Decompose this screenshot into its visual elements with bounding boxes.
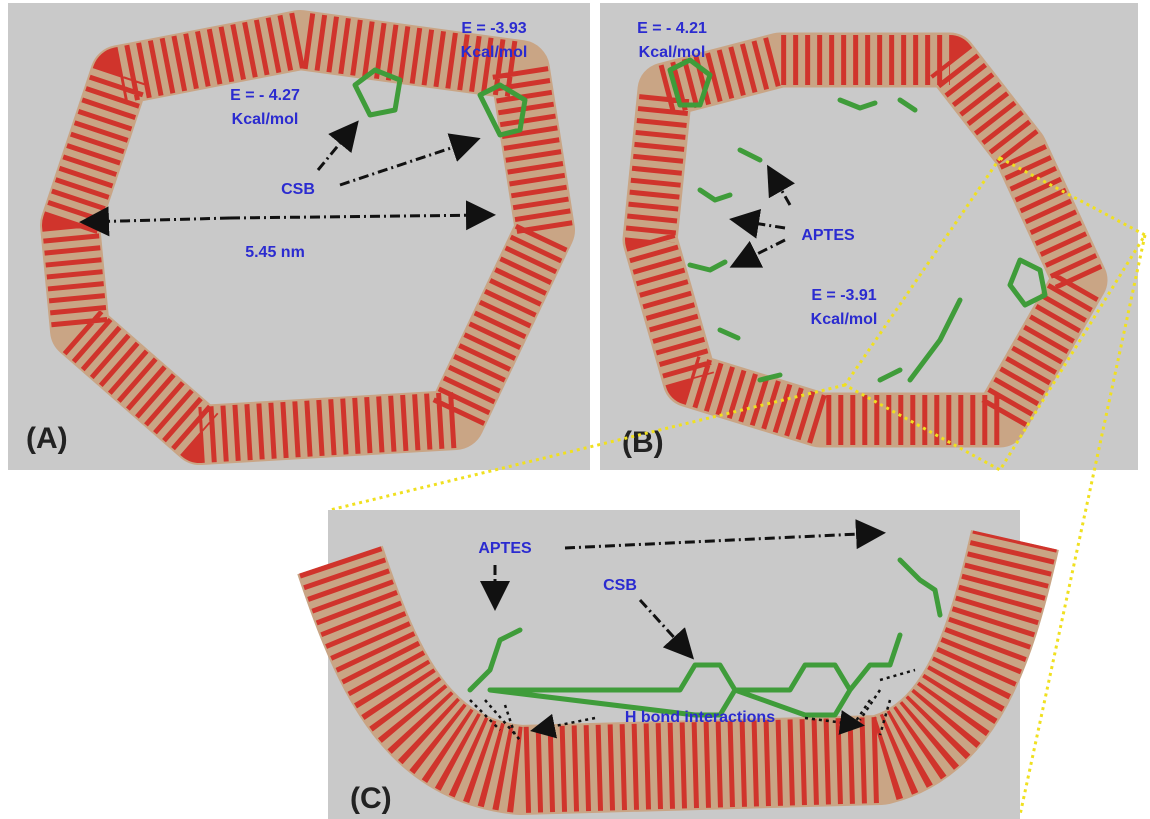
annotation: 5.45 nm bbox=[245, 244, 305, 261]
annotation: E = -3.93 bbox=[461, 20, 526, 37]
panel-label: (B) bbox=[622, 426, 664, 459]
annotation: APTES bbox=[801, 227, 855, 244]
panel-b: E = - 4.21 Kcal/mol APTES E = -3.91 Kcal… bbox=[600, 3, 1145, 470]
annotation: APTES bbox=[478, 540, 532, 557]
annotation: CSB bbox=[281, 181, 315, 198]
panel-label: (C) bbox=[350, 782, 392, 815]
panel-c: APTES CSB H bond interactions (C) bbox=[328, 510, 1020, 819]
annotation: E = - 4.27 bbox=[230, 87, 300, 104]
figure: E = -3.93 Kcal/mol E = - 4.27 Kcal/mol C… bbox=[0, 0, 1150, 819]
annotation: Kcal/mol bbox=[811, 311, 878, 328]
annotation: Kcal/mol bbox=[639, 44, 706, 61]
annotation: H bond interactions bbox=[625, 709, 775, 726]
annotation: E = -3.91 bbox=[811, 287, 876, 304]
panel-label: (A) bbox=[26, 422, 68, 455]
annotation: Kcal/mol bbox=[461, 44, 528, 61]
annotation: CSB bbox=[603, 577, 637, 594]
panel-a: E = -3.93 Kcal/mol E = - 4.27 Kcal/mol C… bbox=[8, 3, 590, 470]
annotation: E = - 4.21 bbox=[637, 20, 707, 37]
annotation: Kcal/mol bbox=[232, 111, 299, 128]
